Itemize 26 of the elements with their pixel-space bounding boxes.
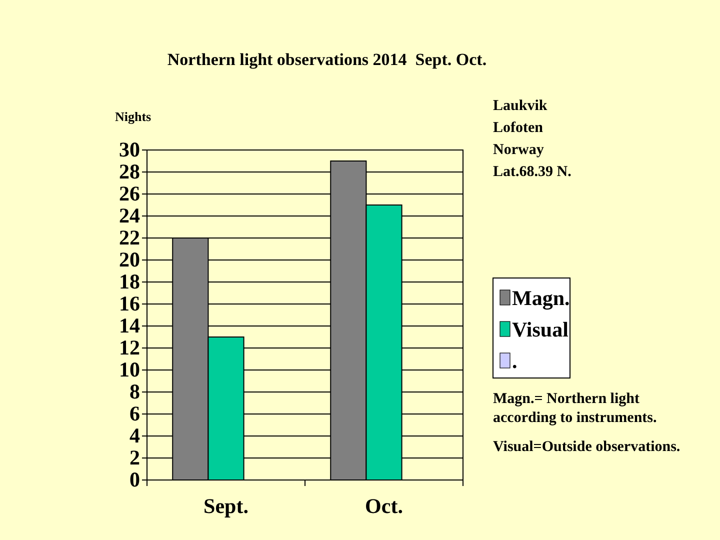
y-tick-label: 20 [119, 248, 140, 272]
y-tick-label: 6 [130, 402, 140, 426]
y-tick-label: 28 [119, 160, 140, 184]
y-tick-label: 12 [119, 336, 140, 360]
x-tick-label: Sept. [204, 494, 248, 518]
y-tick-label: 22 [119, 226, 140, 250]
y-axis-title: Nights [115, 109, 152, 124]
x-tick-label: Oct. [365, 494, 403, 518]
y-tick-label: 30 [119, 138, 140, 162]
y-tick-label: 24 [119, 204, 140, 228]
y-tick-label: 18 [119, 270, 140, 294]
y-tick-label: 4 [130, 424, 140, 448]
y-tick-label: 0 [130, 468, 140, 492]
y-tick-label: 2 [130, 446, 140, 470]
y-tick-label: 26 [119, 182, 140, 206]
y-tick-label: 16 [119, 292, 140, 316]
text: Magn.= Northern light according to instruments. [493, 391, 657, 426]
text: Laukvik Lofoten Norway Lat.68.39 N. [493, 98, 572, 180]
y-tick-label: 10 [119, 358, 140, 382]
chart-title: Northern light observations 2014 Sept. Oct. [167, 50, 487, 69]
legend-label: . [512, 349, 518, 373]
y-tick-label: 8 [130, 380, 140, 404]
y-tick-label: 14 [119, 314, 140, 338]
legend-label: Magn. [512, 286, 570, 310]
legend-label: Visual [512, 318, 569, 342]
text: Visual=Outside observations. [493, 439, 680, 455]
